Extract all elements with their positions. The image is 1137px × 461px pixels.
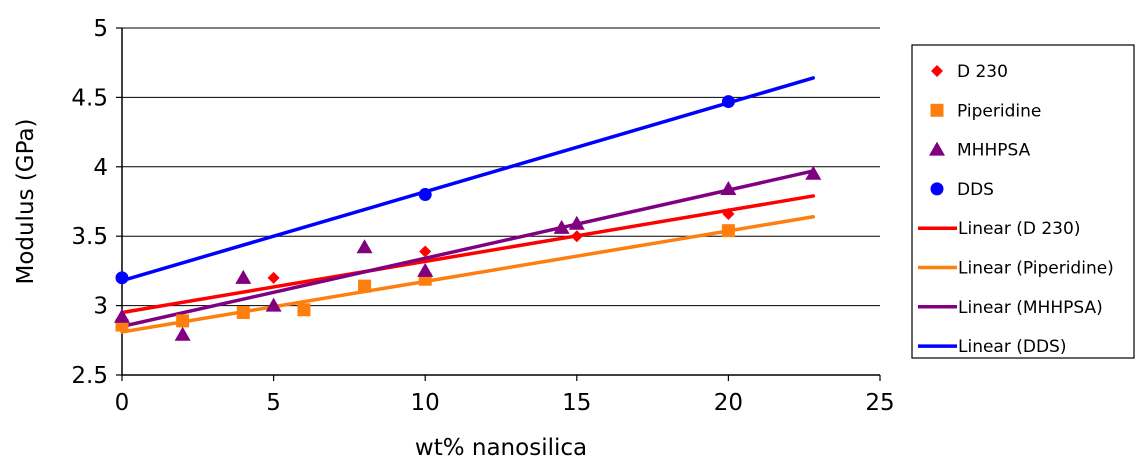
x-tick-label: 15 xyxy=(562,390,591,416)
data-point xyxy=(235,269,252,284)
data-point xyxy=(417,262,434,277)
y-tick-label: 4 xyxy=(93,155,108,181)
tick-labels: 2.5 3 3.5 4 4.5 5 0 5 10 15 20 25 xyxy=(71,16,894,416)
x-tick-label: 25 xyxy=(865,390,894,416)
data-point xyxy=(174,326,191,341)
y-tick-label: 5 xyxy=(93,16,108,42)
x-tick-label: 10 xyxy=(411,390,440,416)
data-points xyxy=(114,95,822,341)
data-point xyxy=(418,188,432,202)
legend-marker xyxy=(931,65,943,77)
y-tick-label: 3 xyxy=(93,294,108,320)
y-tick-label: 2.5 xyxy=(71,363,108,389)
legend-label: Linear (DDS) xyxy=(958,337,1066,357)
data-point xyxy=(553,219,570,234)
data-point xyxy=(570,230,583,243)
legend-label: Piperidine xyxy=(957,101,1041,121)
legend: D 230 Piperidine MHHPSA DDS Linear (D 230) Li… xyxy=(911,44,1135,359)
trendline xyxy=(120,169,816,329)
data-point xyxy=(722,207,735,220)
legend-label: Linear (D 230) xyxy=(958,219,1080,239)
x-axis-title: wt% nanosilica xyxy=(415,435,587,461)
data-point xyxy=(721,95,735,109)
legend-label: Linear (Piperidine) xyxy=(958,259,1114,279)
axes xyxy=(121,28,880,376)
trendline xyxy=(120,215,816,334)
legend-label: D 230 xyxy=(957,62,1008,82)
legend-marker xyxy=(930,182,944,196)
data-point xyxy=(721,224,735,238)
x-tick-label: 20 xyxy=(714,390,743,416)
data-point xyxy=(176,314,190,328)
data-point xyxy=(720,181,737,196)
data-point xyxy=(297,303,311,317)
trendlines xyxy=(120,76,816,334)
x-tick-label: 5 xyxy=(266,390,281,416)
data-point xyxy=(356,239,373,254)
trendline xyxy=(120,194,816,315)
legend-marker xyxy=(930,103,944,117)
y-axis-title: Modulus (GPa) xyxy=(13,118,39,284)
y-tick-label: 3.5 xyxy=(71,224,108,250)
legend-label: DDS xyxy=(957,180,994,200)
data-point xyxy=(805,165,822,180)
legend-label: MHHPSA xyxy=(957,141,1031,161)
data-point xyxy=(114,308,130,323)
trendline xyxy=(120,76,816,283)
data-point xyxy=(419,245,432,258)
y-tick-label: 4.5 xyxy=(71,85,108,111)
data-point xyxy=(265,297,282,312)
legend-marker xyxy=(929,141,945,156)
gridlines xyxy=(122,27,880,307)
x-tick-label: 0 xyxy=(115,390,130,416)
legend-label: Linear (MHHPSA) xyxy=(958,298,1103,318)
data-point xyxy=(115,271,129,285)
data-point xyxy=(236,306,250,320)
data-point xyxy=(568,215,585,230)
data-point xyxy=(358,279,372,293)
data-point xyxy=(267,271,280,284)
